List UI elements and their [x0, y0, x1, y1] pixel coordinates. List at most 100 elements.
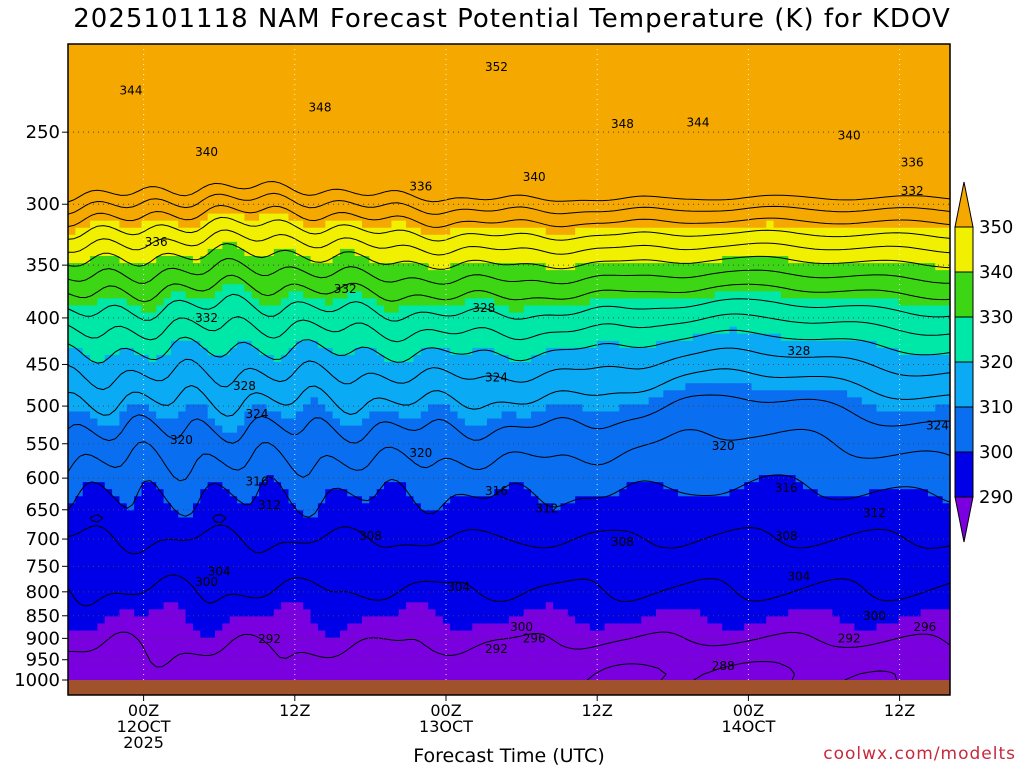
band-cell: [369, 489, 378, 497]
band-cell: [215, 256, 223, 264]
band-cell: [68, 574, 76, 582]
band-cell: [362, 206, 370, 215]
band-cell: [192, 538, 201, 547]
band-cell: [442, 446, 451, 455]
band-cell: [192, 171, 201, 179]
band-cell: [97, 220, 106, 229]
band-cell: [472, 333, 481, 342]
band-cell: [119, 581, 128, 589]
band-cell: [295, 44, 304, 52]
band-cell: [237, 241, 245, 250]
band-cell: [398, 58, 407, 66]
band-cell: [163, 637, 172, 646]
band-cell: [354, 496, 363, 504]
band-cell: [134, 496, 143, 504]
band-cell: [413, 644, 422, 653]
band-cell: [273, 305, 282, 314]
band-cell: [68, 609, 76, 617]
band-cell: [251, 135, 260, 144]
band-cell: [222, 298, 231, 307]
band-cell: [450, 86, 459, 95]
band-cell: [391, 376, 400, 384]
band-cell: [97, 432, 106, 441]
band-cell: [413, 609, 422, 617]
band-cell: [112, 418, 121, 427]
band-cell: [185, 637, 194, 646]
band-cell: [156, 581, 165, 589]
band-cell: [104, 347, 113, 356]
band-cell: [82, 86, 91, 95]
band-cell: [273, 609, 282, 617]
band-cell: [68, 79, 76, 87]
band-cell: [251, 44, 260, 52]
band-cell: [420, 263, 429, 271]
band-cell: [420, 404, 429, 413]
band-cell: [156, 651, 165, 660]
band-cell: [464, 199, 473, 208]
band-cell: [420, 333, 429, 342]
band-cell: [222, 369, 231, 377]
band-cell: [251, 114, 260, 123]
band-cell: [391, 79, 400, 87]
band-cell: [288, 227, 297, 236]
band-cell: [281, 517, 290, 526]
band-cell: [406, 100, 415, 109]
band-cell: [457, 263, 466, 271]
band-cell: [126, 623, 135, 632]
band-cell: [229, 672, 238, 681]
band-cell: [325, 312, 334, 321]
band-cell: [192, 340, 201, 349]
band-cell: [119, 531, 128, 540]
band-cell: [325, 475, 334, 483]
band-cell: [156, 100, 165, 109]
band-cell: [82, 581, 91, 589]
band-cell: [134, 312, 143, 321]
band-cell: [68, 460, 76, 469]
band-cell: [303, 595, 312, 603]
band-cell: [229, 418, 238, 427]
band-cell: [295, 581, 304, 589]
band-cell: [369, 220, 378, 229]
band-cell: [141, 72, 150, 80]
band-cell: [229, 432, 238, 441]
band-cell: [406, 397, 415, 405]
band-cell: [185, 489, 194, 497]
band-cell: [398, 383, 407, 391]
band-cell: [420, 241, 429, 250]
band-cell: [244, 538, 253, 547]
band-cell: [251, 383, 260, 391]
band-cell: [266, 630, 275, 639]
band-cell: [384, 164, 392, 172]
band-cell: [200, 277, 209, 285]
band-cell: [222, 72, 231, 80]
band-cell: [310, 256, 319, 264]
band-cell: [156, 107, 165, 116]
band-cell: [170, 135, 179, 144]
band-cell: [310, 665, 319, 674]
band-cell: [251, 376, 260, 384]
band-cell: [325, 248, 334, 257]
band-cell: [90, 270, 98, 278]
band-cell: [442, 72, 451, 80]
band-cell: [170, 340, 179, 349]
band-cell: [369, 333, 378, 342]
band-cell: [406, 362, 415, 370]
band-cell: [156, 630, 165, 639]
band-cell: [347, 644, 356, 653]
band-cell: [68, 446, 76, 455]
band-cell: [295, 227, 304, 236]
band-cell: [141, 362, 150, 370]
band-cell: [134, 609, 143, 617]
band-cell: [119, 637, 128, 646]
band-cell: [442, 369, 451, 377]
band-cell: [450, 107, 459, 116]
band-cell: [310, 538, 319, 547]
band-cell: [472, 65, 481, 73]
band-cell: [251, 284, 260, 292]
band-cell: [244, 581, 253, 589]
band-cell: [215, 383, 223, 391]
band-cell: [281, 298, 290, 307]
band-cell: [229, 150, 238, 158]
band-cell: [339, 404, 348, 413]
band-cell: [75, 319, 84, 328]
